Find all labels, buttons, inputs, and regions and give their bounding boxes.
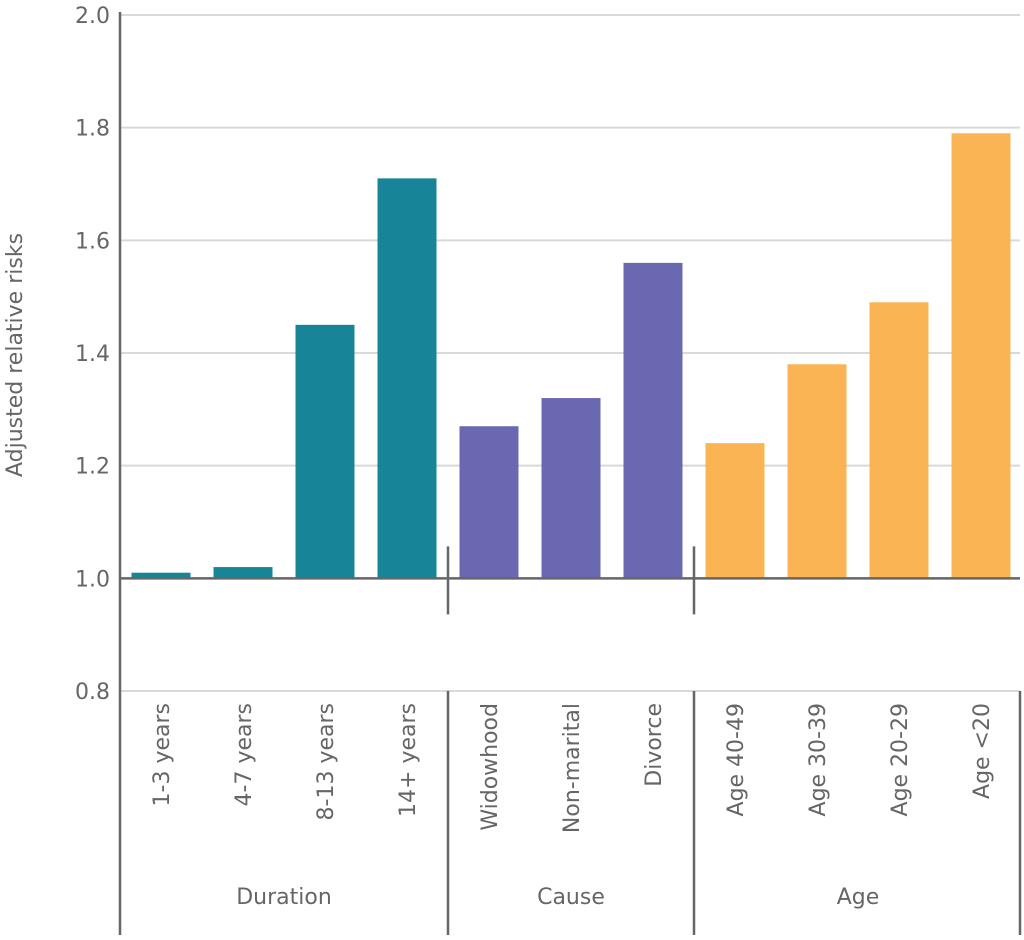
bar bbox=[213, 567, 273, 579]
category-label: 1-3 years bbox=[150, 703, 175, 806]
group-labels: Duration Cause Age bbox=[236, 885, 879, 910]
category-label: 14+ years bbox=[396, 703, 421, 817]
y-tick-labels: 0.8 1.0 1.2 1.4 1.6 1.8 2.0 bbox=[75, 4, 110, 705]
category-label: 4-7 years bbox=[232, 703, 257, 806]
bar bbox=[787, 364, 847, 579]
y-tick-label: 2.0 bbox=[75, 4, 110, 29]
y-tick-label: 1.6 bbox=[75, 229, 110, 254]
group-label: Cause bbox=[537, 885, 605, 910]
y-tick-label: 1.4 bbox=[75, 342, 110, 367]
bar bbox=[541, 398, 601, 579]
category-label: Age 40-49 bbox=[724, 703, 749, 816]
axes bbox=[118, 12, 1022, 935]
bar bbox=[869, 302, 929, 579]
category-label: Divorce bbox=[642, 703, 667, 787]
category-labels: 1-3 years 4-7 years 8-13 years 14+ years Wid… bbox=[150, 703, 995, 833]
bar bbox=[705, 443, 765, 579]
bar bbox=[377, 178, 437, 579]
y-tick-label: 1.8 bbox=[75, 117, 110, 142]
bar bbox=[951, 133, 1011, 579]
category-label: Non-marital bbox=[560, 703, 585, 833]
group-label: Duration bbox=[236, 885, 332, 910]
y-axis-title: Adjusted relative risks bbox=[3, 233, 28, 477]
bar bbox=[459, 426, 519, 579]
bar bbox=[623, 262, 683, 579]
y-tick-label: 1.0 bbox=[75, 567, 110, 592]
category-label: Widowhood bbox=[478, 703, 503, 831]
bar bbox=[131, 572, 191, 579]
bar bbox=[295, 324, 355, 579]
y-tick-label: 0.8 bbox=[75, 680, 110, 705]
y-tick-label: 1.2 bbox=[75, 455, 110, 480]
group-label: Age bbox=[837, 885, 880, 910]
category-label: 8-13 years bbox=[314, 703, 339, 820]
bars bbox=[131, 133, 1011, 579]
category-label: Age 30-39 bbox=[806, 703, 831, 816]
category-label: Age <20 bbox=[970, 703, 995, 799]
category-label: Age 20-29 bbox=[888, 703, 913, 816]
